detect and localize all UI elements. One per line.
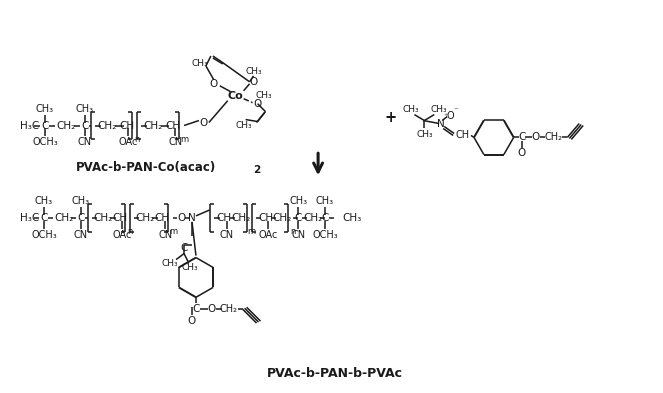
Text: C: C bbox=[77, 213, 84, 223]
Text: CH₃: CH₃ bbox=[162, 259, 178, 268]
Text: CH₃: CH₃ bbox=[35, 196, 53, 206]
Text: CH: CH bbox=[455, 130, 469, 140]
Text: CH₃: CH₃ bbox=[36, 104, 54, 114]
Text: CH₂: CH₂ bbox=[54, 213, 74, 223]
Text: C: C bbox=[294, 213, 302, 223]
Text: CH₃: CH₃ bbox=[402, 105, 419, 114]
Text: OCH₃: OCH₃ bbox=[312, 230, 338, 240]
Text: OAc: OAc bbox=[113, 230, 132, 240]
Text: N: N bbox=[438, 119, 445, 129]
Text: CH₃: CH₃ bbox=[255, 91, 272, 100]
Text: CH₂: CH₂ bbox=[136, 213, 155, 223]
Text: O: O bbox=[208, 304, 216, 314]
Text: CH₃: CH₃ bbox=[342, 213, 361, 223]
Text: CH₃: CH₃ bbox=[431, 105, 448, 114]
Text: PVAc-b-PAN-b-PVAc: PVAc-b-PAN-b-PVAc bbox=[267, 367, 403, 380]
Text: O: O bbox=[446, 110, 454, 121]
Text: CH₃: CH₃ bbox=[182, 263, 198, 272]
Text: CH₃: CH₃ bbox=[416, 130, 433, 139]
Text: CH₃: CH₃ bbox=[289, 196, 307, 206]
Text: N: N bbox=[188, 213, 196, 223]
Text: +: + bbox=[385, 110, 396, 125]
Text: CH₂: CH₂ bbox=[544, 132, 562, 142]
Text: CH₂: CH₂ bbox=[231, 213, 250, 223]
Text: ⁺: ⁺ bbox=[443, 112, 448, 121]
Text: CH: CH bbox=[112, 213, 127, 223]
Text: CH₃: CH₃ bbox=[235, 121, 252, 130]
Text: CN: CN bbox=[168, 138, 182, 147]
Text: H₃C: H₃C bbox=[20, 213, 40, 223]
Text: CH₂: CH₂ bbox=[219, 304, 238, 314]
Text: CH₃: CH₃ bbox=[192, 59, 208, 68]
Text: C: C bbox=[322, 213, 329, 223]
Text: O: O bbox=[177, 213, 185, 223]
Text: CN: CN bbox=[219, 230, 234, 240]
Text: C: C bbox=[41, 121, 48, 130]
Text: O: O bbox=[518, 148, 526, 158]
Text: O: O bbox=[249, 77, 258, 87]
Text: CH₂: CH₂ bbox=[56, 121, 76, 130]
Text: OCH₃: OCH₃ bbox=[32, 138, 58, 147]
Text: 2: 2 bbox=[253, 165, 261, 175]
Text: CH₂: CH₂ bbox=[304, 213, 323, 223]
Text: C: C bbox=[518, 132, 525, 142]
Text: PVAc-b-PAN-Co(acac): PVAc-b-PAN-Co(acac) bbox=[76, 161, 216, 174]
Text: CH₂: CH₂ bbox=[272, 213, 292, 223]
Text: CH: CH bbox=[154, 213, 170, 223]
Text: O: O bbox=[188, 316, 196, 326]
Text: C: C bbox=[81, 121, 88, 130]
Text: CH: CH bbox=[258, 213, 273, 223]
Text: n: n bbox=[135, 135, 140, 144]
Text: CH₂: CH₂ bbox=[144, 121, 163, 130]
Text: CH₃: CH₃ bbox=[245, 67, 262, 76]
Text: CN: CN bbox=[74, 230, 88, 240]
Text: ⁻: ⁻ bbox=[453, 106, 459, 115]
Text: Co: Co bbox=[228, 91, 243, 101]
Text: CN: CN bbox=[78, 138, 91, 147]
Text: O: O bbox=[210, 79, 218, 89]
Text: O: O bbox=[200, 118, 208, 127]
Text: CH₃: CH₃ bbox=[316, 196, 334, 206]
Text: CH₂: CH₂ bbox=[97, 121, 116, 130]
Text: n: n bbox=[128, 227, 133, 236]
Text: OAc: OAc bbox=[259, 230, 278, 240]
Text: C: C bbox=[192, 304, 200, 314]
Text: n: n bbox=[290, 227, 296, 236]
Text: H₃C: H₃C bbox=[20, 121, 40, 130]
Text: m: m bbox=[180, 135, 188, 144]
Text: C: C bbox=[180, 242, 188, 253]
Text: OAc: OAc bbox=[119, 138, 138, 147]
Text: CH: CH bbox=[119, 121, 134, 130]
Text: CH₃: CH₃ bbox=[76, 104, 94, 114]
Text: CH₃: CH₃ bbox=[72, 196, 90, 206]
Text: C: C bbox=[40, 213, 48, 223]
Text: m: m bbox=[247, 227, 256, 236]
Text: O: O bbox=[532, 132, 540, 142]
Text: OCH₃: OCH₃ bbox=[31, 230, 57, 240]
Text: O: O bbox=[253, 99, 262, 108]
Text: CH: CH bbox=[216, 213, 231, 223]
Text: CN: CN bbox=[291, 230, 305, 240]
Text: m: m bbox=[169, 227, 177, 236]
Text: CH₂: CH₂ bbox=[93, 213, 112, 223]
Text: CN: CN bbox=[158, 230, 172, 240]
Text: CH: CH bbox=[166, 121, 181, 130]
